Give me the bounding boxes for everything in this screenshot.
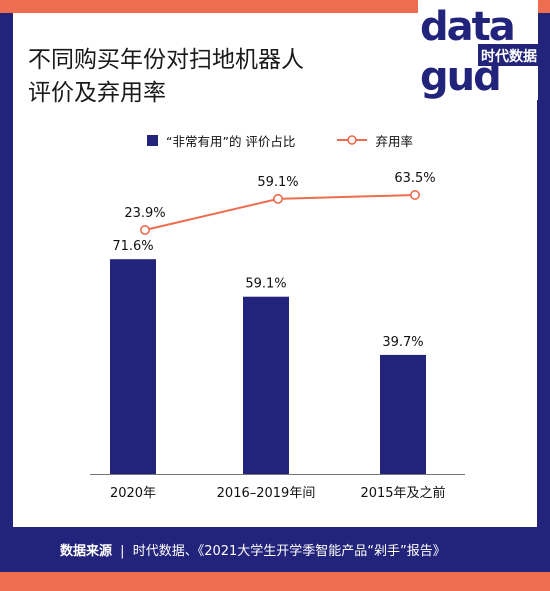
datagud-logo: data gud 时代数据 (418, 0, 538, 100)
x-tick-label-1: 2020年 (110, 486, 156, 501)
legend: “非常有用”的 评价占比 弃用率 (147, 129, 413, 151)
line-value-label-2: 59.1% (257, 175, 298, 190)
footer-source-text: 时代数据、《2021大学生开学季智能产品“剁手”报告》 (132, 544, 446, 559)
top-accent-strip (0, 0, 550, 13)
legend-line-label: 弃用率 (375, 133, 413, 149)
footer-source-label: 数据来源 (60, 544, 113, 559)
bar-value-label-1: 71.6% (112, 239, 153, 254)
title-line-1: 不同购买年份对扫地机器人 (28, 47, 304, 73)
chart-title: 不同购买年份对扫地机器人 评价及弃用率 (28, 44, 388, 110)
x-tick-label-2: 2016–2019年间 (217, 486, 316, 501)
bar-value-label-3: 39.7% (382, 335, 423, 350)
legend-line-swatch (337, 135, 368, 145)
bar-3 (380, 354, 426, 474)
legend-bar-label: “非常有用”的 评价占比 (166, 133, 296, 149)
x-tick-label-3: 2015年及之前 (360, 485, 445, 501)
line-value-label-3: 63.5% (394, 171, 435, 186)
line-point-1 (140, 225, 151, 236)
title-line-2: 评价及弃用率 (28, 80, 166, 106)
bar-1 (110, 259, 156, 474)
logo-text-top: data (420, 4, 514, 50)
line-point-2 (272, 193, 283, 204)
logo-brand: 时代数据 (481, 48, 537, 65)
plot-area: 71.6% 59.1% 39.7% 23.9% 59.1% 63.5% 2020年 2016… (90, 171, 465, 501)
legend-item-bar: “非常有用”的 评价占比 (147, 131, 295, 150)
bar-value-label-2: 59.1% (245, 277, 286, 292)
legend-bar-swatch (147, 134, 158, 146)
line-point-3 (409, 190, 420, 201)
footer-separator: | (120, 544, 125, 559)
line-value-label-1: 23.9% (124, 206, 165, 221)
footer-accent-strip (0, 572, 550, 591)
legend-item-line: 弃用率 (337, 131, 413, 150)
bar-2 (243, 296, 289, 474)
